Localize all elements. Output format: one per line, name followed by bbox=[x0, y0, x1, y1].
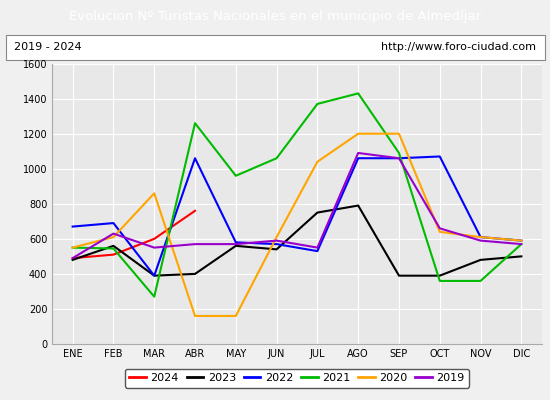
Text: 2019 - 2024: 2019 - 2024 bbox=[14, 42, 81, 52]
Text: http://www.foro-ciudad.com: http://www.foro-ciudad.com bbox=[381, 42, 536, 52]
Bar bbox=[6, 35, 544, 60]
Text: Evolucion Nº Turistas Nacionales en el municipio de Almedíjar: Evolucion Nº Turistas Nacionales en el m… bbox=[69, 10, 481, 23]
Legend: 2024, 2023, 2022, 2021, 2020, 2019: 2024, 2023, 2022, 2021, 2020, 2019 bbox=[125, 369, 469, 388]
